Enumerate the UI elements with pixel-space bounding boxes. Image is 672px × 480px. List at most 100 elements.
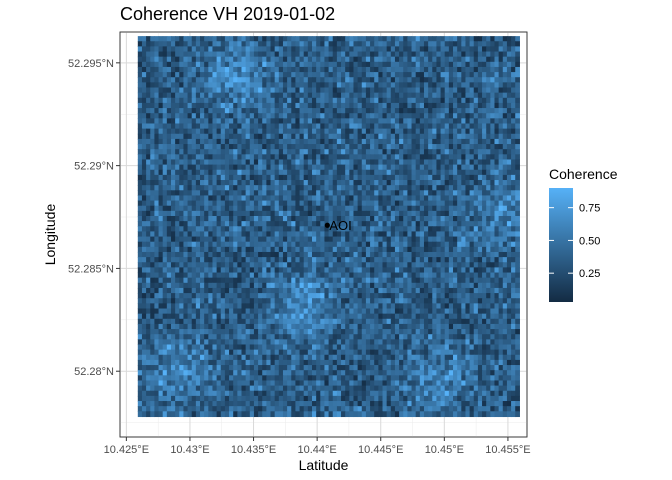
raster-cell	[154, 66, 160, 73]
raster-cell	[428, 293, 433, 299]
raster-cell	[324, 61, 330, 68]
raster-cell	[390, 267, 396, 274]
raster-cell	[291, 164, 297, 171]
raster-cell	[453, 190, 458, 197]
raster-cell	[249, 251, 255, 258]
raster-cell	[502, 87, 508, 94]
raster-cell	[146, 128, 151, 135]
raster-cell	[378, 215, 384, 222]
raster-cell	[229, 138, 234, 145]
raster-cell	[461, 282, 467, 289]
raster-cell	[399, 226, 404, 233]
raster-cell	[195, 241, 201, 248]
raster-cell	[361, 164, 367, 171]
raster-cell	[477, 200, 483, 207]
raster-cell	[282, 118, 288, 125]
raster-cell	[390, 61, 396, 68]
raster-cell	[220, 282, 226, 289]
raster-cell	[137, 241, 143, 248]
raster-cell	[453, 257, 458, 263]
raster-cell	[200, 221, 205, 227]
raster-cell	[291, 144, 297, 150]
raster-cell	[399, 210, 404, 217]
raster-cell	[291, 241, 297, 248]
raster-cell	[154, 185, 160, 191]
raster-cell	[453, 149, 458, 155]
raster-cell	[457, 92, 462, 99]
raster-cell	[191, 251, 197, 258]
raster-cell	[390, 108, 396, 114]
raster-cell	[394, 293, 400, 299]
raster-cell	[341, 267, 346, 274]
raster-cell	[208, 210, 214, 217]
raster-cell	[490, 128, 496, 135]
raster-cell	[473, 144, 479, 150]
raster-cell	[432, 108, 438, 114]
raster-cell	[175, 287, 180, 294]
raster-cell	[208, 102, 214, 109]
raster-cell	[249, 215, 255, 222]
raster-cell	[212, 128, 218, 135]
raster-cell	[332, 169, 338, 176]
raster-cell	[220, 293, 226, 299]
raster-cell	[299, 56, 305, 63]
raster-cell	[411, 251, 417, 258]
raster-cell	[336, 246, 342, 253]
raster-cell	[341, 159, 346, 166]
raster-cell	[473, 257, 479, 263]
raster-cell	[220, 303, 226, 310]
raster-cell	[237, 293, 243, 299]
raster-cell	[494, 262, 500, 268]
raster-cell	[432, 113, 438, 119]
raster-cell	[170, 92, 176, 99]
raster-cell	[494, 231, 500, 238]
raster-cell	[482, 226, 487, 233]
raster-cell	[258, 174, 263, 181]
raster-cell	[224, 41, 230, 47]
raster-cell	[162, 293, 168, 299]
raster-cell	[262, 72, 267, 78]
raster-cell	[233, 190, 238, 197]
raster-cell	[436, 159, 442, 166]
raster-cell	[241, 308, 247, 315]
raster-cell	[365, 108, 371, 114]
raster-cell	[311, 169, 317, 176]
raster-cell	[461, 293, 467, 299]
raster-cell	[166, 195, 172, 202]
raster-cell	[461, 113, 467, 119]
raster-cell	[448, 287, 454, 294]
raster-cell	[208, 272, 214, 279]
raster-cell	[428, 272, 433, 279]
raster-cell	[328, 133, 334, 140]
raster-cell	[316, 200, 321, 207]
raster-cell	[473, 241, 479, 248]
raster-cell	[473, 133, 479, 140]
raster-cell	[183, 138, 189, 145]
raster-cell	[175, 87, 180, 94]
raster-cell	[258, 195, 263, 202]
raster-cell	[399, 102, 404, 109]
raster-cell	[166, 113, 172, 119]
raster-cell	[241, 185, 247, 191]
raster-cell	[187, 108, 193, 114]
raster-cell	[486, 277, 491, 284]
raster-cell	[515, 46, 520, 53]
raster-cell	[307, 41, 313, 47]
raster-cell	[440, 46, 446, 53]
raster-cell	[336, 149, 342, 155]
raster-cell	[316, 241, 321, 248]
raster-cell	[216, 185, 222, 191]
raster-cell	[336, 159, 342, 166]
raster-cell	[349, 56, 355, 63]
raster-cell	[253, 210, 259, 217]
raster-cell	[282, 66, 288, 73]
raster-cell	[150, 236, 155, 243]
raster-cell	[361, 293, 367, 299]
raster-cell	[175, 257, 180, 263]
raster-cell	[258, 36, 263, 42]
raster-cell	[390, 303, 396, 310]
raster-cell	[502, 195, 508, 202]
raster-cell	[432, 56, 438, 63]
raster-cell	[349, 190, 355, 197]
raster-cell	[187, 87, 193, 94]
